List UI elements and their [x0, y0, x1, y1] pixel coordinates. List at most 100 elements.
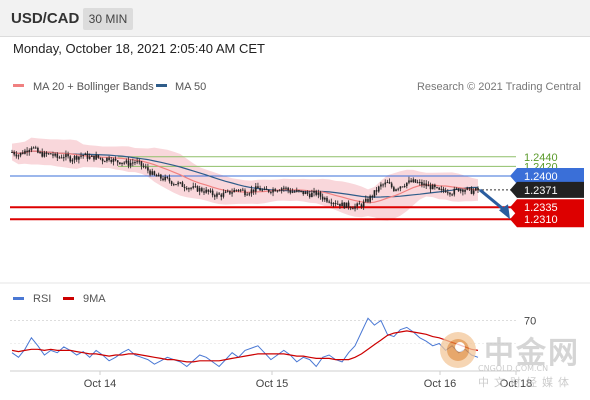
candle-body	[190, 187, 192, 189]
candle-body	[371, 195, 374, 197]
candle-body	[11, 152, 13, 153]
copyright-text: Research © 2021 Trading Central	[417, 81, 581, 93]
candle-body	[276, 190, 279, 192]
candle-body	[265, 188, 268, 190]
chart-header: USD/CAD 30 MIN	[0, 0, 590, 37]
symbol-title: USD/CAD	[11, 10, 80, 27]
candle-body	[127, 160, 130, 166]
candle-body	[131, 162, 134, 164]
candle-body	[226, 190, 229, 192]
candle-body	[416, 182, 419, 184]
candle-body	[397, 188, 399, 190]
candle-body	[103, 161, 106, 163]
candle-body	[274, 189, 277, 192]
candle-body	[425, 183, 428, 187]
candle-body	[54, 153, 56, 156]
candle-body	[457, 188, 460, 192]
candle-body	[205, 189, 207, 193]
candle-body	[222, 192, 225, 197]
candle-body	[427, 185, 430, 187]
candle-body	[453, 188, 456, 195]
candle-body	[209, 190, 212, 192]
candle-body	[336, 203, 339, 205]
candle-body	[278, 190, 281, 192]
candle-body	[62, 157, 65, 159]
candle-body	[123, 162, 126, 164]
candle-body	[188, 188, 190, 190]
candle-body	[410, 180, 412, 183]
candle-body	[418, 182, 421, 184]
candle-body	[108, 157, 110, 161]
rsi-legend-swatch	[13, 297, 24, 300]
candle-body	[375, 190, 378, 192]
candle-body	[95, 154, 97, 160]
candle-body	[270, 191, 272, 193]
forecast-arrow	[479, 188, 510, 220]
candle-body	[43, 152, 46, 157]
candle-body	[78, 156, 80, 160]
candle-body	[440, 188, 443, 190]
x-tick-label: Oct 15	[256, 378, 288, 390]
candle-body	[91, 155, 93, 157]
candle-body	[244, 190, 246, 196]
candle-body	[47, 153, 50, 155]
ma9-legend-swatch	[63, 297, 74, 300]
candle-body	[71, 159, 74, 162]
candle-body	[364, 198, 367, 202]
candle-body	[423, 183, 425, 186]
candle-body	[380, 184, 382, 187]
candle-body	[73, 156, 76, 160]
candle-body	[393, 187, 395, 191]
candle-body	[330, 202, 333, 204]
candle-body	[237, 189, 240, 191]
candle-body	[315, 190, 318, 195]
candle-body	[80, 155, 82, 157]
candle-body	[164, 176, 166, 181]
candle-body	[106, 157, 108, 162]
candle-body	[254, 186, 257, 192]
candle-body	[334, 203, 337, 205]
candle-body	[157, 174, 160, 177]
candle-body	[263, 188, 266, 190]
candle-body	[403, 186, 406, 188]
candle-body	[377, 186, 380, 192]
candle-body	[358, 203, 361, 205]
ma20-legend-swatch	[13, 84, 24, 87]
candle-body	[233, 189, 236, 193]
candle-body	[185, 188, 188, 190]
candle-body	[19, 152, 22, 156]
candle-body	[34, 147, 37, 149]
candle-body	[464, 189, 466, 192]
candle-body	[399, 186, 402, 189]
candle-body	[229, 190, 231, 194]
candle-body	[93, 155, 95, 160]
candle-body	[308, 193, 311, 198]
candle-body	[354, 206, 356, 209]
candle-body	[349, 207, 352, 209]
candle-body	[477, 187, 479, 190]
candle-body	[291, 191, 294, 193]
candle-body	[183, 186, 186, 189]
candle-body	[306, 191, 309, 194]
chart-datetime: Monday, October 18, 2021 2:05:40 AM CET	[13, 41, 265, 56]
candle-body	[434, 184, 436, 188]
candle-body	[470, 187, 473, 194]
candle-body	[28, 150, 31, 153]
candle-body	[287, 187, 289, 191]
candle-body	[24, 150, 26, 154]
interval-button[interactable]: 30 MIN	[83, 8, 133, 30]
candle-body	[341, 202, 343, 207]
candle-body	[129, 162, 132, 166]
candle-body	[390, 183, 393, 188]
candle-body	[421, 182, 423, 186]
candle-body	[30, 148, 33, 151]
candle-body	[194, 186, 197, 188]
candle-body	[60, 157, 63, 159]
candle-body	[216, 193, 218, 197]
candle-body	[149, 170, 151, 175]
ma9-legend-label: 9MA	[83, 293, 106, 305]
candle-body	[218, 193, 220, 195]
candle-body	[300, 190, 302, 192]
candle-body	[405, 182, 408, 187]
candle-body	[110, 160, 113, 162]
